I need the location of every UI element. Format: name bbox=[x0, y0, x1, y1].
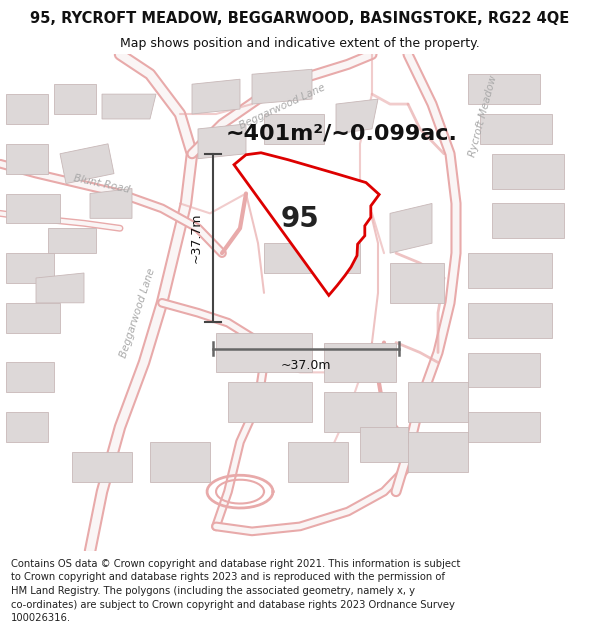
Text: ~37.7m: ~37.7m bbox=[189, 213, 202, 263]
Text: Beggarwood Lane: Beggarwood Lane bbox=[238, 82, 326, 131]
Text: ~37.0m: ~37.0m bbox=[281, 359, 331, 372]
Polygon shape bbox=[6, 412, 48, 442]
Polygon shape bbox=[492, 154, 564, 189]
Text: Rycroft Meadow: Rycroft Meadow bbox=[467, 74, 499, 158]
Polygon shape bbox=[468, 74, 540, 104]
Polygon shape bbox=[324, 342, 396, 382]
Polygon shape bbox=[324, 392, 396, 432]
Polygon shape bbox=[390, 204, 432, 253]
Polygon shape bbox=[54, 84, 96, 114]
Polygon shape bbox=[216, 332, 312, 372]
Polygon shape bbox=[198, 124, 246, 159]
Text: Beggarwood Lane: Beggarwood Lane bbox=[119, 267, 157, 359]
Polygon shape bbox=[468, 412, 540, 442]
Polygon shape bbox=[468, 302, 552, 338]
Polygon shape bbox=[480, 114, 552, 144]
Text: 95: 95 bbox=[281, 206, 319, 233]
Polygon shape bbox=[408, 432, 468, 472]
Polygon shape bbox=[228, 382, 312, 422]
Polygon shape bbox=[72, 452, 132, 482]
Polygon shape bbox=[468, 352, 540, 388]
Polygon shape bbox=[6, 194, 60, 223]
Polygon shape bbox=[492, 204, 564, 238]
Text: to Crown copyright and database rights 2023 and is reproduced with the permissio: to Crown copyright and database rights 2… bbox=[11, 572, 445, 582]
Polygon shape bbox=[288, 194, 360, 228]
Polygon shape bbox=[252, 69, 312, 104]
Polygon shape bbox=[192, 79, 240, 114]
Polygon shape bbox=[264, 243, 360, 273]
Polygon shape bbox=[60, 144, 114, 184]
Polygon shape bbox=[6, 362, 54, 392]
Polygon shape bbox=[6, 253, 54, 283]
Polygon shape bbox=[90, 189, 132, 218]
Polygon shape bbox=[288, 442, 348, 482]
Text: Map shows position and indicative extent of the property.: Map shows position and indicative extent… bbox=[120, 37, 480, 50]
Text: ~401m²/~0.099ac.: ~401m²/~0.099ac. bbox=[226, 124, 458, 144]
Polygon shape bbox=[336, 99, 378, 134]
Text: co-ordinates) are subject to Crown copyright and database rights 2023 Ordnance S: co-ordinates) are subject to Crown copyr… bbox=[11, 599, 455, 609]
Polygon shape bbox=[6, 144, 48, 174]
Text: 100026316.: 100026316. bbox=[11, 613, 71, 623]
Polygon shape bbox=[264, 114, 324, 144]
Polygon shape bbox=[390, 263, 444, 302]
Polygon shape bbox=[48, 228, 96, 253]
Text: HM Land Registry. The polygons (including the associated geometry, namely x, y: HM Land Registry. The polygons (includin… bbox=[11, 586, 415, 596]
Text: Blunt Road: Blunt Road bbox=[73, 173, 131, 194]
Polygon shape bbox=[234, 152, 379, 296]
Polygon shape bbox=[468, 253, 552, 288]
Polygon shape bbox=[6, 302, 60, 332]
Polygon shape bbox=[36, 273, 84, 302]
Polygon shape bbox=[360, 427, 408, 462]
Text: Contains OS data © Crown copyright and database right 2021. This information is : Contains OS data © Crown copyright and d… bbox=[11, 559, 460, 569]
Polygon shape bbox=[6, 94, 48, 124]
Polygon shape bbox=[102, 94, 156, 119]
Polygon shape bbox=[408, 382, 468, 422]
Text: 95, RYCROFT MEADOW, BEGGARWOOD, BASINGSTOKE, RG22 4QE: 95, RYCROFT MEADOW, BEGGARWOOD, BASINGST… bbox=[31, 11, 569, 26]
Polygon shape bbox=[150, 442, 210, 482]
